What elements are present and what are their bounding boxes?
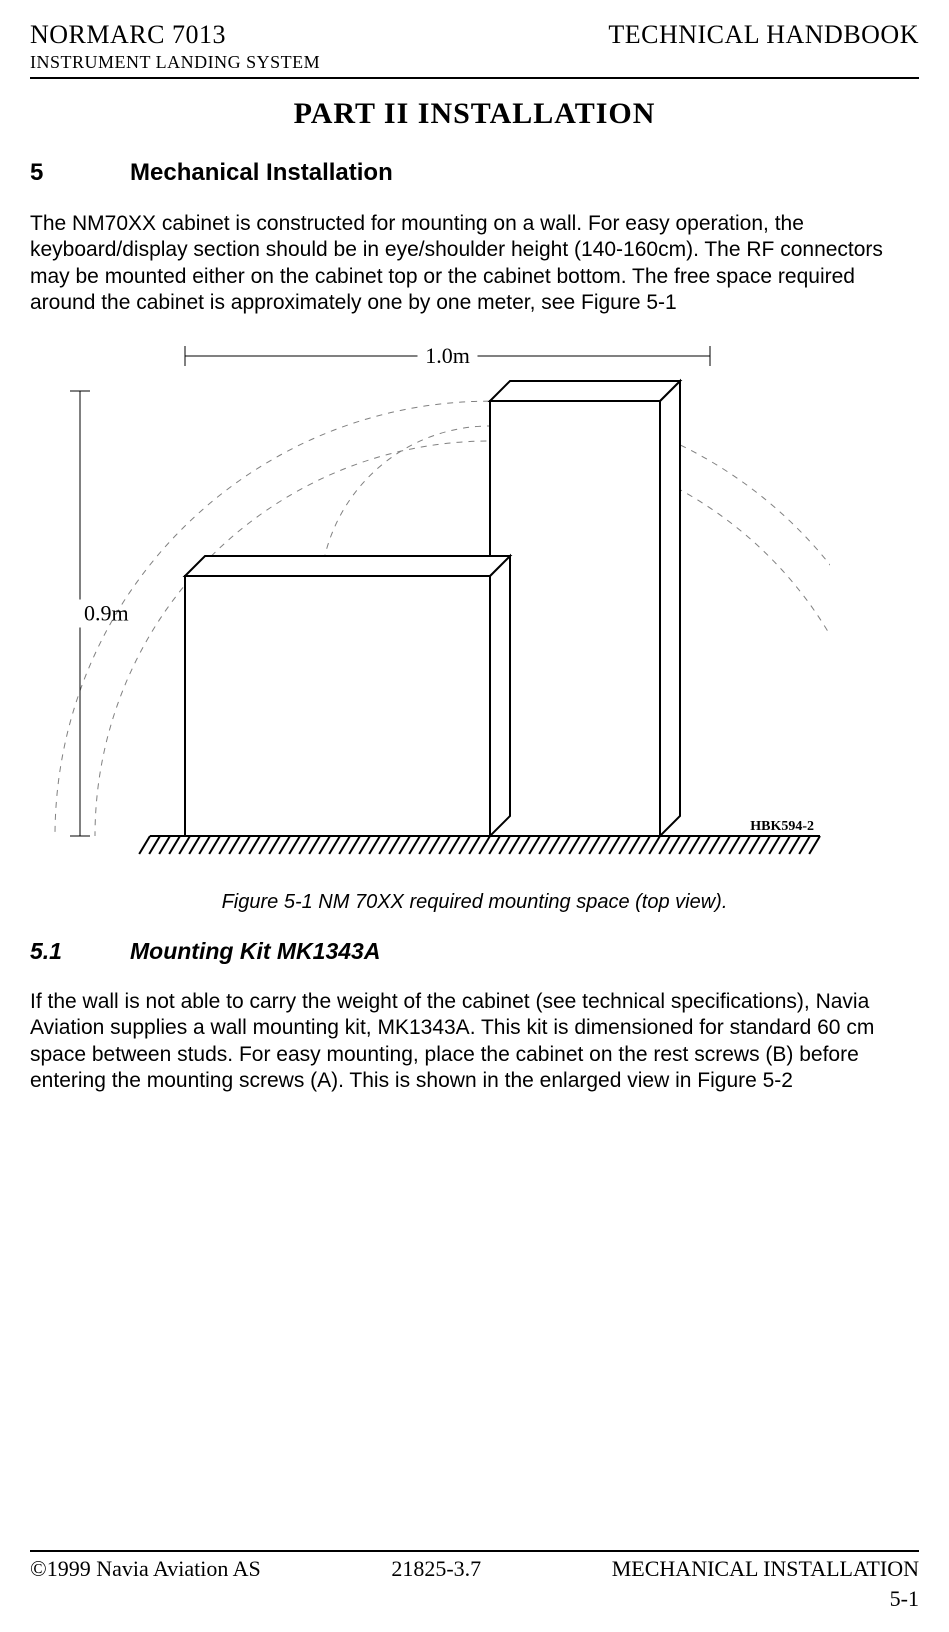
- footer-page-number: 5-1: [30, 1586, 919, 1612]
- figure-5-1-diagram: 1.0m 0.9m HBK594-2: [50, 336, 830, 881]
- diagram-svg: 1.0m 0.9m HBK594-2: [50, 336, 830, 876]
- footer-copyright: ©1999 Navia Aviation AS: [30, 1556, 261, 1582]
- header-product: NORMARC 7013: [30, 20, 226, 50]
- subsection-heading: 5.1 Mounting Kit MK1343A: [30, 938, 919, 965]
- footer-rule: [30, 1550, 919, 1552]
- subsection-number: 5.1: [30, 938, 130, 965]
- footer-docnum: 21825-3.7: [391, 1556, 481, 1582]
- svg-text:1.0m: 1.0m: [425, 343, 470, 368]
- section-title: Mechanical Installation: [130, 159, 393, 187]
- page-footer: ©1999 Navia Aviation AS 21825-3.7 MECHAN…: [30, 1550, 919, 1612]
- subsection-title: Mounting Kit MK1343A: [130, 938, 380, 965]
- footer-section-label: MECHANICAL INSTALLATION: [612, 1556, 919, 1582]
- section-heading: 5 Mechanical Installation: [30, 159, 919, 187]
- section-number: 5: [30, 159, 130, 187]
- header-subtitle: INSTRUMENT LANDING SYSTEM: [30, 52, 919, 73]
- figure-caption: Figure 5-1 NM 70XX required mounting spa…: [30, 891, 919, 914]
- page-header: NORMARC 7013 TECHNICAL HANDBOOK INSTRUME…: [30, 20, 919, 79]
- svg-text:HBK594-2: HBK594-2: [750, 819, 814, 834]
- header-rule: [30, 77, 919, 79]
- part-title: PART II INSTALLATION: [30, 97, 919, 131]
- paragraph-2: If the wall is not able to carry the wei…: [30, 989, 919, 1094]
- paragraph-1: The NM70XX cabinet is constructed for mo…: [30, 211, 919, 316]
- svg-text:0.9m: 0.9m: [84, 601, 129, 626]
- header-doctype: TECHNICAL HANDBOOK: [608, 20, 919, 50]
